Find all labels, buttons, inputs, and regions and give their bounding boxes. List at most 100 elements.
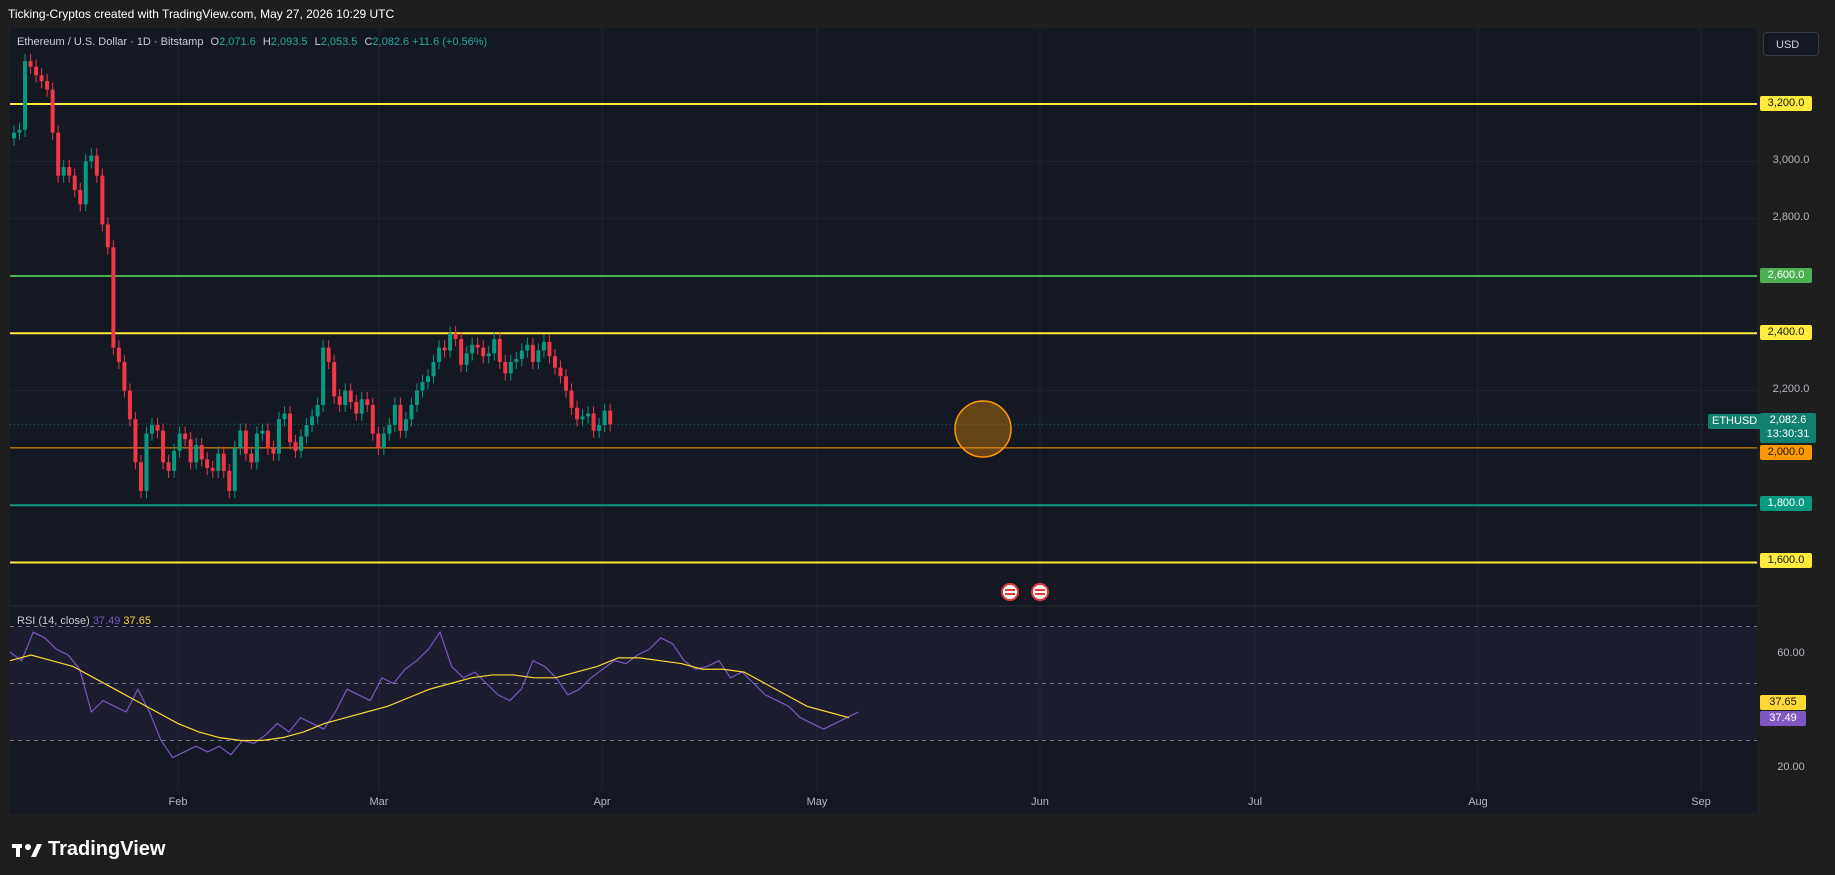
- candle-body: [365, 399, 370, 405]
- price-axis-label: 2,800.0: [1772, 211, 1810, 223]
- rsi-title[interactable]: RSI (14, close): [17, 615, 90, 627]
- candle-body: [50, 89, 55, 133]
- candle-body: [343, 390, 348, 405]
- candle-body: [475, 344, 480, 348]
- level-tag-1600[interactable]: 1,600.0: [1760, 553, 1812, 568]
- high-value: 2,093.5: [270, 36, 308, 48]
- price-axis-label: 3,000.0: [1772, 154, 1810, 166]
- date-label: Jun: [1031, 796, 1049, 808]
- rsi-ma-tag: 37.65: [1760, 695, 1806, 710]
- candle-body: [426, 376, 430, 383]
- tradingview-brand[interactable]: TradingView: [12, 838, 165, 861]
- date-label: Feb: [168, 796, 188, 808]
- candle-body: [260, 430, 265, 434]
- rsi-axis-label: 60.00: [1777, 647, 1805, 659]
- candle-body: [12, 132, 16, 139]
- candle-body: [105, 224, 110, 248]
- candle-body: [23, 61, 28, 130]
- candle-body: [580, 416, 585, 420]
- currency-button[interactable]: USD: [1763, 32, 1819, 56]
- price-axis-label: 2,200.0: [1772, 383, 1810, 395]
- candle-body: [166, 462, 171, 471]
- candle-body: [387, 424, 392, 434]
- candle-body: [188, 439, 193, 463]
- candle-body: [133, 419, 138, 463]
- level-tag-2400[interactable]: 2,400.0: [1760, 325, 1812, 340]
- candle-body: [459, 339, 464, 365]
- candle-body: [56, 132, 61, 176]
- chart-canvas[interactable]: [0, 0, 1835, 828]
- attribution-bar: Ticking-Cryptos created with TradingView…: [0, 0, 1835, 28]
- us-flag-event-icon[interactable]: [1001, 583, 1019, 601]
- candle-body: [486, 353, 491, 357]
- candle-body: [232, 447, 237, 491]
- candle-body: [332, 361, 337, 397]
- candle-body: [254, 433, 259, 463]
- candle-body: [569, 390, 574, 408]
- candle-body: [238, 430, 243, 448]
- date-label: Mar: [369, 796, 389, 808]
- candle-body: [464, 353, 469, 365]
- tradingview-logo-icon: [12, 843, 42, 857]
- bar-countdown: 13:30:31: [1766, 428, 1810, 440]
- candle-body: [177, 433, 182, 451]
- date-label: Jul: [1247, 796, 1263, 808]
- candle-body: [227, 470, 232, 491]
- candle-body: [243, 430, 248, 454]
- level-tag-3200[interactable]: 3,200.0: [1760, 96, 1812, 111]
- level-tag-1800[interactable]: 1,800.0: [1760, 496, 1812, 511]
- candle-body: [144, 433, 149, 491]
- highlight-circle: [954, 400, 1012, 458]
- date-label: Aug: [1468, 796, 1488, 808]
- current-price: 2,082.6: [1769, 414, 1807, 426]
- candle-body: [194, 445, 199, 463]
- candle-body: [315, 404, 320, 417]
- candle-body: [558, 367, 563, 377]
- rsi-legend: RSI (14, close) 37.49 37.65: [17, 615, 151, 627]
- candle-body: [83, 161, 88, 205]
- candle-body: [519, 350, 524, 360]
- symbol-price-tag: ETHUSD: [1708, 414, 1762, 429]
- candle-body: [326, 347, 331, 362]
- candle-body: [370, 404, 375, 434]
- candle-body: [138, 462, 143, 491]
- candle-body: [348, 390, 353, 403]
- candle-body: [591, 413, 596, 431]
- candle-body: [72, 175, 77, 190]
- candle-body: [299, 436, 304, 451]
- rsi-axis-label: 20.00: [1777, 761, 1805, 773]
- candle-body: [205, 459, 210, 468]
- candle-body: [470, 344, 475, 354]
- high-key: H: [262, 36, 271, 48]
- candle-body: [293, 442, 298, 451]
- candle-body: [420, 382, 425, 391]
- symbol-title[interactable]: Ethereum / U.S. Dollar · 1D · Bitstamp: [17, 36, 204, 48]
- rsi-ma-legend-value: 37.65: [123, 615, 151, 627]
- candle-body: [161, 430, 166, 463]
- candle-body: [282, 413, 287, 420]
- candle-body: [597, 424, 602, 431]
- candle-body: [265, 430, 270, 448]
- candle-body: [437, 347, 442, 362]
- date-label: Sep: [1691, 796, 1711, 808]
- candle-body: [359, 399, 364, 414]
- candle-body: [100, 175, 105, 225]
- candle-body: [199, 445, 204, 460]
- candle-body: [403, 419, 408, 431]
- candle-body: [503, 361, 508, 374]
- candle-body: [586, 413, 591, 417]
- candle-body: [575, 407, 580, 420]
- candle-body: [448, 333, 453, 351]
- candle-body: [442, 347, 447, 351]
- candle-body: [94, 155, 99, 176]
- level-tag-2000[interactable]: 2,000.0: [1760, 445, 1812, 460]
- candle-body: [155, 424, 160, 431]
- candle-body: [602, 410, 607, 425]
- us-flag-event-icon[interactable]: [1031, 583, 1049, 601]
- candle-body: [183, 433, 188, 440]
- candle-body: [525, 344, 530, 351]
- level-tag-2600[interactable]: 2,600.0: [1760, 268, 1812, 283]
- low-value: 2,053.5: [320, 36, 358, 48]
- candle-body: [216, 453, 221, 471]
- candle-body: [453, 333, 458, 340]
